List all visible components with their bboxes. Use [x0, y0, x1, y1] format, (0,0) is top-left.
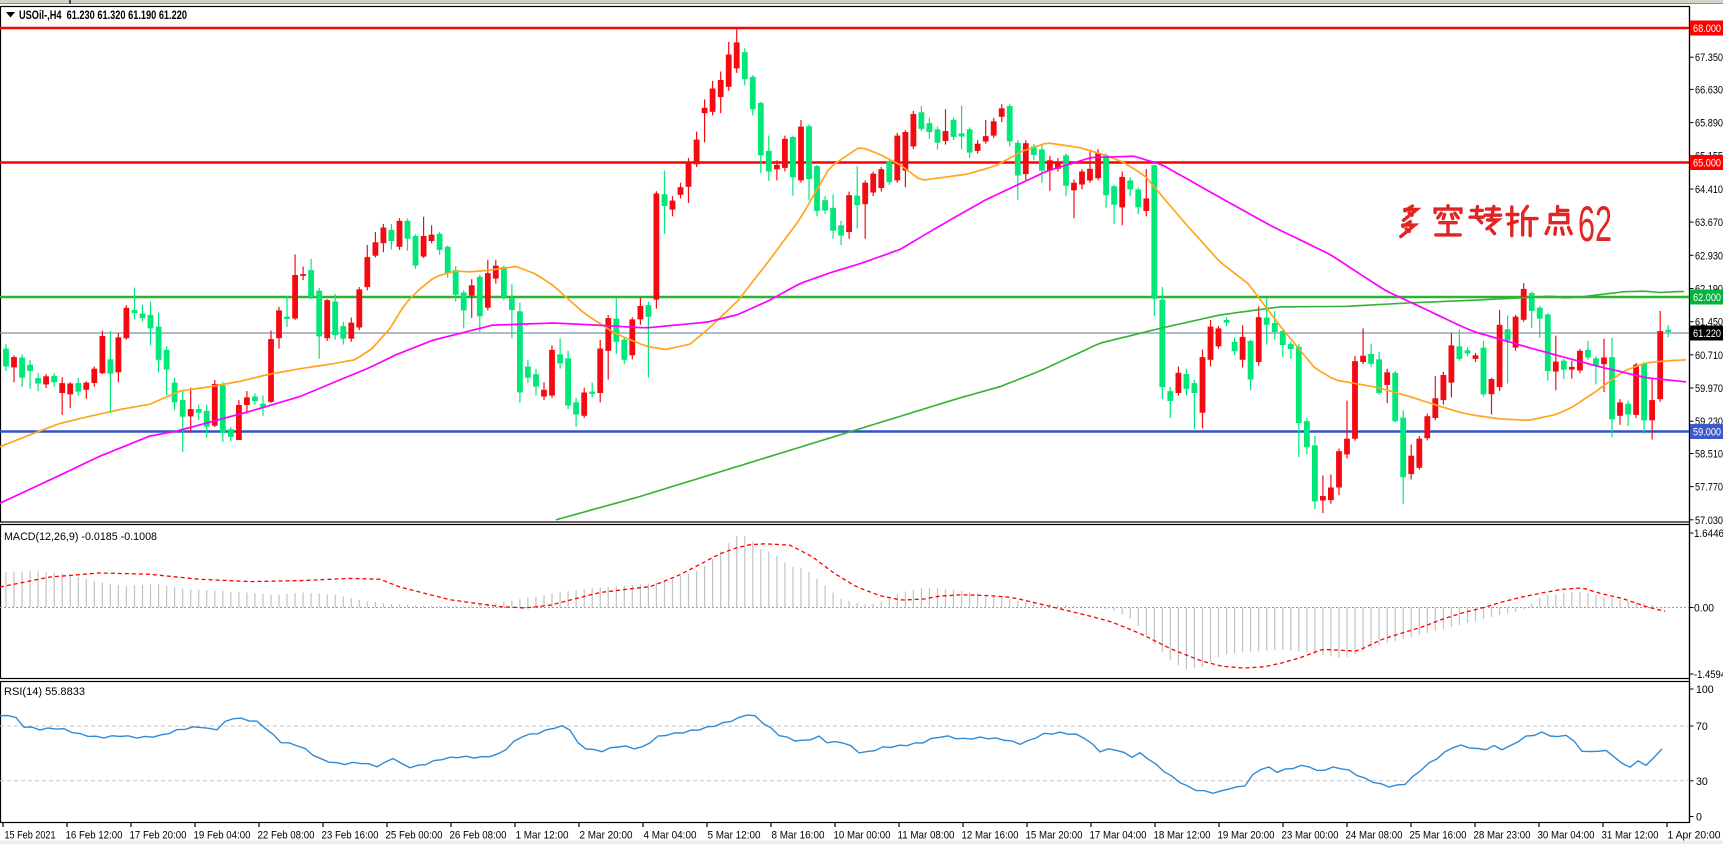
svg-text:65.000: 65.000	[1693, 158, 1721, 170]
svg-text:2 Mar 20:00: 2 Mar 20:00	[580, 830, 633, 842]
svg-text:MACD(12,26,9) -0.0185 -0.1008: MACD(12,26,9) -0.0185 -0.1008	[4, 531, 157, 543]
svg-text:65.890: 65.890	[1695, 118, 1723, 130]
svg-text:4 Mar 04:00: 4 Mar 04:00	[644, 830, 697, 842]
svg-text:25 Feb 00:00: 25 Feb 00:00	[386, 830, 443, 842]
svg-text:17 Mar 04:00: 17 Mar 04:00	[1090, 830, 1147, 842]
svg-text:10 Mar 00:00: 10 Mar 00:00	[834, 830, 891, 842]
svg-text:68.000: 68.000	[1693, 23, 1721, 35]
svg-text:58.510: 58.510	[1695, 449, 1723, 461]
svg-text:1.6446: 1.6446	[1694, 528, 1723, 540]
svg-text:57.770: 57.770	[1695, 482, 1723, 494]
svg-text:62.930: 62.930	[1695, 250, 1723, 262]
svg-text:25 Mar 16:00: 25 Mar 16:00	[1410, 830, 1467, 842]
svg-text:16 Feb 12:00: 16 Feb 12:00	[66, 830, 123, 842]
svg-text:28 Mar 23:00: 28 Mar 23:00	[1474, 830, 1531, 842]
svg-text:19 Mar 20:00: 19 Mar 20:00	[1218, 830, 1275, 842]
svg-text:24 Mar 08:00: 24 Mar 08:00	[1346, 830, 1403, 842]
svg-text:11 Mar 08:00: 11 Mar 08:00	[898, 830, 955, 842]
svg-text:60.710: 60.710	[1695, 350, 1723, 362]
svg-text:RSI(14) 55.8833: RSI(14) 55.8833	[4, 686, 85, 698]
svg-text:67.350: 67.350	[1695, 52, 1723, 64]
svg-text:1 Apr 20:00: 1 Apr 20:00	[1668, 830, 1721, 842]
svg-text:59.970: 59.970	[1695, 383, 1723, 395]
svg-text:61.220: 61.220	[1693, 328, 1721, 340]
svg-text:26 Feb 08:00: 26 Feb 08:00	[450, 830, 507, 842]
svg-text:8 Mar 16:00: 8 Mar 16:00	[772, 830, 825, 842]
svg-text:18 Mar 12:00: 18 Mar 12:00	[1154, 830, 1211, 842]
svg-text:1 Mar 12:00: 1 Mar 12:00	[516, 830, 569, 842]
svg-text:USOil-,H4 61.230 61.320 61.19: USOil-,H4 61.230 61.320 61.190 61.220	[19, 10, 187, 22]
svg-text:64.410: 64.410	[1695, 184, 1723, 196]
svg-text:100: 100	[1696, 684, 1714, 696]
svg-text:62.000: 62.000	[1693, 292, 1721, 304]
svg-text:22 Feb 08:00: 22 Feb 08:00	[258, 830, 315, 842]
svg-text:30 Mar 04:00: 30 Mar 04:00	[1538, 830, 1595, 842]
svg-text:23 Feb 16:00: 23 Feb 16:00	[322, 830, 379, 842]
svg-text:19 Feb 04:00: 19 Feb 04:00	[194, 830, 251, 842]
svg-text:17 Feb 20:00: 17 Feb 20:00	[130, 830, 187, 842]
svg-text:57.030: 57.030	[1695, 515, 1723, 527]
svg-text:15 Feb 2021: 15 Feb 2021	[5, 830, 56, 842]
svg-text:31 Mar 12:00: 31 Mar 12:00	[1602, 830, 1659, 842]
svg-text:66.630: 66.630	[1695, 84, 1723, 96]
svg-text:30: 30	[1696, 776, 1708, 788]
svg-text:23 Mar 00:00: 23 Mar 00:00	[1282, 830, 1339, 842]
svg-text:0.00: 0.00	[1694, 603, 1714, 615]
svg-text:15 Mar 20:00: 15 Mar 20:00	[1026, 830, 1083, 842]
svg-text:5 Mar 12:00: 5 Mar 12:00	[708, 830, 761, 842]
svg-text:12 Mar 16:00: 12 Mar 16:00	[962, 830, 1019, 842]
svg-text:0: 0	[1696, 812, 1702, 824]
svg-text:70: 70	[1696, 721, 1708, 733]
svg-text:59.000: 59.000	[1693, 427, 1721, 439]
svg-text:63.670: 63.670	[1695, 217, 1723, 229]
svg-text:-1.4594: -1.4594	[1694, 669, 1723, 681]
svg-text:62: 62	[1578, 196, 1612, 252]
